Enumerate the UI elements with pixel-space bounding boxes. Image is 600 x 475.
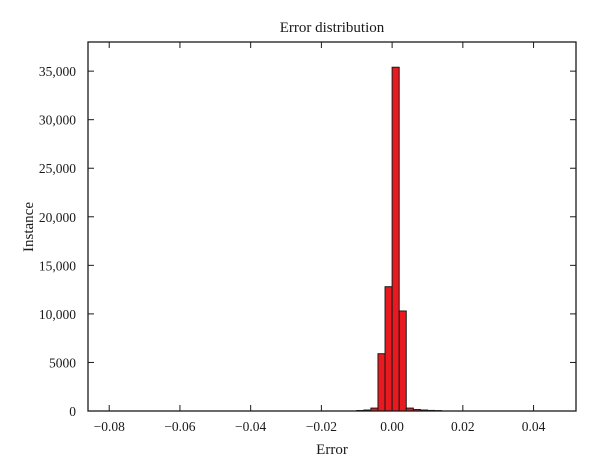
y-axis: 0 5000 10,000 15,000 20,000 25,000 30,000 35,00… [39,64,576,419]
histogram-bar [391,66,400,412]
bars [356,66,443,412]
x-tick-label: 0.00 [380,419,404,434]
x-tick-label: 0.02 [451,419,475,434]
y-tick-label: 30,000 [39,113,76,128]
chart-title: Error distribution [280,20,385,36]
x-axis-label: Error [316,442,348,458]
x-tick-label: −0.02 [306,419,337,434]
x-tick-label: −0.06 [164,419,195,434]
x-tick-label: −0.04 [235,419,266,434]
y-tick-label: 35,000 [39,64,76,79]
histogram-bar [377,353,386,412]
histogram-bar [398,310,407,412]
y-tick-label: 0 [69,404,76,419]
plot-frame [87,41,577,412]
histogram-bar [384,286,393,412]
y-tick-label: 5000 [49,355,76,370]
x-tick-label: 0.04 [522,419,546,434]
y-tick-label: 15,000 [39,258,76,273]
x-tick-label: −0.08 [94,419,125,434]
y-tick-label: 20,000 [39,210,76,225]
x-axis: −0.08 −0.06 −0.04 −0.02 0.00 0.02 0.04 [94,42,546,434]
y-axis-label: Instance [21,202,37,252]
y-tick-label: 25,000 [39,161,76,176]
y-tick-label: 10,000 [39,307,76,322]
